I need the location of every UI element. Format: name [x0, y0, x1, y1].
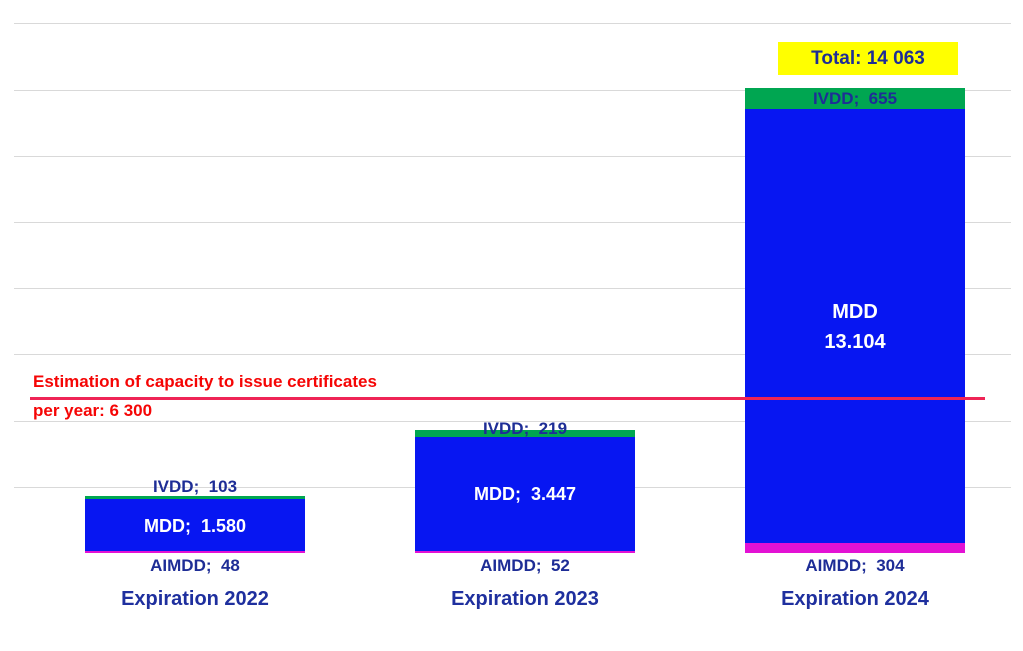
bar-expiration-2022: IVDD; 103 MDD; 1.580 AIMDD; 48 Expiratio…: [85, 0, 305, 651]
mdd-label-2023: MDD; 3.447: [473, 484, 577, 504]
gridline: [14, 89, 1011, 91]
category-label-2024: Expiration 2024: [781, 588, 929, 610]
total-annotation: Total: 14 063: [778, 42, 958, 75]
mdd-segment-2023: [415, 437, 635, 552]
mdd-label-2024-line2: 13.104: [824, 331, 886, 353]
gridline: [14, 288, 1011, 290]
capacity-label-line1: Estimation of capacity to issue certific…: [33, 372, 377, 391]
mdd-label-2024-line1: MDD: [832, 301, 878, 323]
aimdd-label-2022: AIMDD; 48: [150, 556, 240, 575]
mdd-segment-2022: [85, 499, 305, 552]
category-label-2022: Expiration 2022: [121, 588, 269, 610]
aimdd-label-2024: AIMDD; 304: [805, 556, 905, 575]
ivdd-label-2024: IVDD; 655: [812, 89, 898, 108]
gridline: [14, 354, 1011, 356]
gridline: [14, 420, 1011, 422]
gridline: [14, 222, 1011, 223]
ivdd-segment-2022: [85, 495, 305, 500]
ivdd-label-2022: IVDD; 103: [152, 477, 238, 496]
gridline: [14, 155, 1011, 157]
aimdd-label-2023: AIMDD; 52: [480, 556, 570, 575]
ivdd-label-2023: IVDD; 219: [482, 419, 568, 438]
capacity-label-line2: per year: 6 300: [33, 401, 153, 420]
mdd-label-2022: MDD; 1.580: [143, 516, 247, 536]
aimdd-segment-2022: [85, 551, 305, 553]
capacity-line: [30, 397, 985, 400]
bar-expiration-2023: IVDD; 219 MDD; 3.447 AIMDD; 52 Expiratio…: [415, 0, 635, 651]
aimdd-segment-2024: [745, 542, 965, 553]
ivdd-segment-2023: [415, 429, 635, 438]
mdd-segment-2024: [745, 109, 965, 543]
ivdd-segment-2024: [745, 87, 965, 110]
bar-expiration-2024: Total: 14 063 IVDD; 655 MDD 13.104 AIMDD…: [745, 0, 965, 651]
category-label-2023: Expiration 2023: [451, 588, 599, 610]
aimdd-segment-2023: [415, 551, 635, 553]
gridline: [14, 23, 1011, 25]
